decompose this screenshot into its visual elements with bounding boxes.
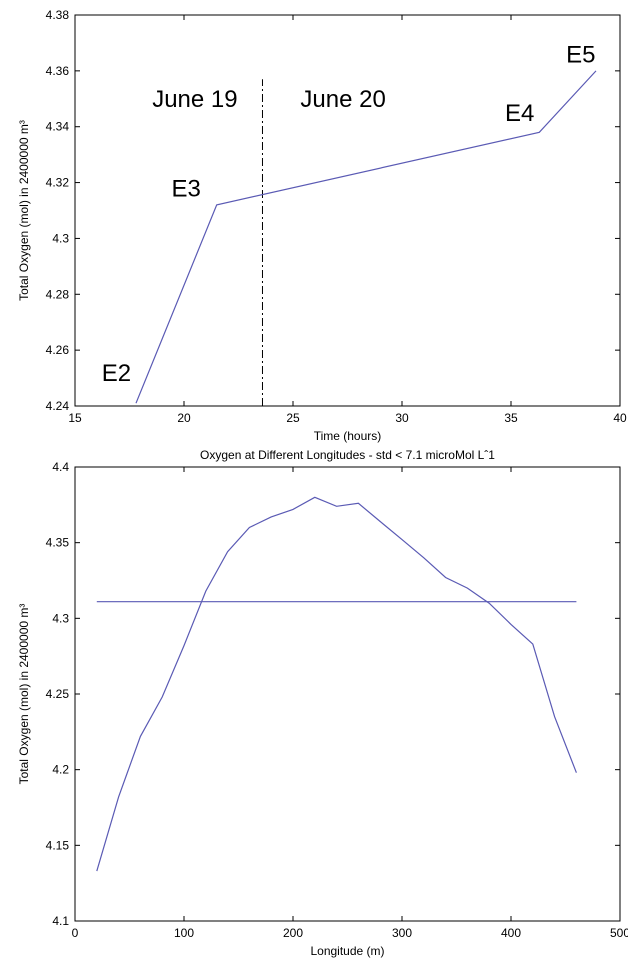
y-tick-label: 4.15 (46, 838, 70, 852)
y-tick-label: 4.3 (52, 231, 69, 245)
x-tick-label: 200 (283, 926, 303, 940)
chart-2: 0 100 200 300 400 500 4.1 4.15 4.2 4.25 4.3 4.35 4.4… (17, 448, 628, 958)
y-tick-label: 4.4 (52, 460, 69, 474)
annotation-label: E3 (172, 176, 201, 203)
x-tick-label: 300 (392, 926, 412, 940)
y-tick-label: 4.3 (52, 611, 69, 625)
x-axis-label: Longitude (m) (310, 944, 384, 958)
x-tick-label: 500 (610, 926, 628, 940)
x-tick-label: 100 (174, 926, 194, 940)
annotation-label: E4 (505, 100, 534, 127)
series-line-1 (96, 496, 577, 872)
x-tick-label: 15 (68, 411, 82, 425)
series-line-1 (135, 70, 597, 404)
chart-1: 15 20 25 30 35 40 4.24 4.26 4.28 4.3 4.32 4.34 4.36 4… (17, 8, 627, 443)
chart-title: Oxygen at Different Longitudes - std < 7… (200, 448, 495, 462)
annotation-label: E5 (566, 41, 595, 68)
y-tick-label: 4.26 (46, 343, 70, 357)
y-tick-label: 4.38 (46, 8, 70, 22)
y-tick-label: 4.35 (46, 536, 70, 550)
x-tick-label: 35 (504, 411, 518, 425)
annotation-label: June 20 (300, 86, 385, 113)
x-tick-label: 30 (395, 411, 409, 425)
y-tick-label: 4.36 (46, 64, 70, 78)
x-tick-label: 20 (177, 411, 191, 425)
x-tick-label: 25 (286, 411, 300, 425)
y-tick-label: 4.2 (52, 763, 69, 777)
y-tick-label: 4.1 (52, 914, 69, 928)
y-tick-label: 4.25 (46, 687, 70, 701)
x-tick-label: 40 (613, 411, 627, 425)
x-tick-label: 400 (501, 926, 521, 940)
y-axis-label: Total Oxygen (mol) in 2400000 m³ (17, 120, 31, 301)
y-tick-label: 4.34 (46, 120, 70, 134)
y-tick-label: 4.24 (46, 399, 70, 413)
annotation-label: June 19 (152, 86, 237, 113)
annotation-label: E2 (102, 360, 131, 387)
plot-frame (74, 14, 621, 407)
y-axis-label: Total Oxygen (mol) in 2400000 m³ (17, 604, 31, 785)
x-axis-label: Time (hours) (314, 429, 382, 443)
x-tick-label: 0 (72, 926, 79, 940)
plot-frame (74, 466, 621, 922)
y-tick-label: 4.28 (46, 287, 70, 301)
y-tick-label: 4.32 (46, 176, 70, 190)
